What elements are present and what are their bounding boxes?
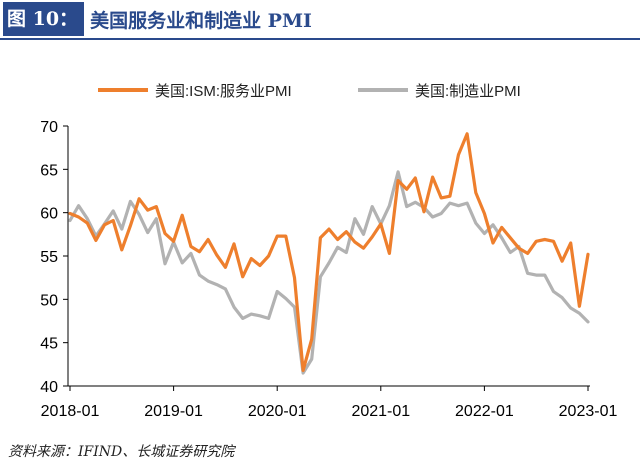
y-tick-label: 40 — [40, 379, 58, 396]
x-tick-label: 2021-01 — [351, 403, 410, 420]
header-rule — [0, 38, 640, 40]
legend-label-services: 美国:ISM:服务业PMI — [155, 83, 292, 100]
manufacturing-pmi-line — [68, 170, 590, 375]
chart-axes: 40 45 50 55 60 65 70 2018-01 2019-01 2020-01 2021-… — [40, 119, 617, 420]
figure-header: 图 10： 美国服务业和制造业 PMI — [0, 0, 640, 38]
x-tick-label: 2019-01 — [144, 403, 203, 420]
y-tick-label: 50 — [40, 292, 58, 309]
pmi-line-chart: 美国:ISM:服务业PMI 美国:制造业PMI 40 45 50 55 60 65 70 20… — [40, 83, 617, 420]
x-tick-label: 2018-01 — [41, 403, 100, 420]
source-note: 资料来源：IFIND、长城证券研究院 — [8, 444, 235, 460]
figure-number: 图 10： — [3, 2, 85, 36]
x-tick-label: 2022-01 — [455, 403, 514, 420]
x-tick-label: 2023-01 — [559, 403, 618, 420]
figure-title: 美国服务业和制造业 PMI — [90, 9, 312, 32]
chart-legend: 美国:ISM:服务业PMI 美国:制造业PMI — [98, 83, 521, 100]
x-tick-label: 2020-01 — [248, 403, 307, 420]
legend-label-manufacturing: 美国:制造业PMI — [415, 83, 521, 100]
series-layer — [68, 132, 590, 375]
y-tick-label: 45 — [40, 336, 58, 353]
y-tick-label: 60 — [40, 206, 58, 223]
y-tick-label: 55 — [40, 249, 58, 266]
y-tick-label: 65 — [40, 162, 58, 179]
services-pmi-line — [68, 132, 590, 372]
y-tick-label: 70 — [40, 119, 58, 136]
